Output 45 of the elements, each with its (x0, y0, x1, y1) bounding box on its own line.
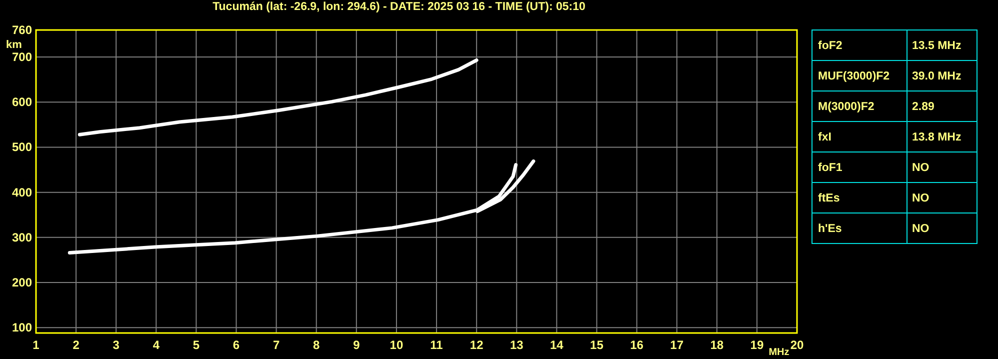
y-tick-label: 600 (12, 95, 32, 110)
category-label: foF1 (818, 162, 843, 174)
text: 2.89 (912, 101, 934, 113)
x-tick-label: 3 (112, 338, 120, 352)
x-tick-label: 9 (353, 338, 360, 352)
x-tick-label: 11 (430, 338, 444, 352)
x-tick-label: 8 (313, 338, 320, 352)
x-tick-label: 7 (272, 338, 280, 352)
text: 39.0 MHz (912, 70, 962, 82)
text: NO (912, 192, 930, 204)
y-tick-label: 200 (12, 276, 32, 290)
y-axis-title: km (6, 39, 22, 51)
y-tick-label: 400 (12, 185, 32, 200)
x-tick-label: 2 (72, 338, 80, 352)
chart-title: Tucumán (lat: -26.9, lon: 294.6) - DATE: 2025 03 16 - TIME (UT): 05:10 (212, 1, 586, 13)
x-tick-label: 5 (192, 338, 200, 352)
text: 13.5 MHz (912, 40, 962, 52)
x-tick-label: 15 (590, 338, 604, 352)
y-tick-label: 500 (12, 140, 32, 154)
x-tick-label: 16 (630, 338, 644, 352)
x-tick-label: 13 (510, 338, 524, 352)
text: NO (912, 223, 930, 235)
x-axis-title: MHz (768, 347, 790, 358)
y-tick-label: 760 (12, 23, 32, 37)
category-label: fxI (818, 132, 832, 144)
x-tick-label: 6 (232, 338, 240, 352)
x-tick-label: 12 (470, 338, 484, 352)
x-tick-label: 19 (750, 338, 764, 352)
x-tick-label: 1 (32, 338, 40, 352)
y-tick-label: 300 (12, 230, 32, 244)
x-tick-label: 20 (790, 338, 804, 352)
text: 13.8 MHz (912, 132, 962, 144)
x-tick-label: 17 (670, 338, 684, 352)
x-tick-label: 18 (710, 338, 724, 352)
y-tick-label: 100 (12, 320, 32, 335)
category-label: MUF(3000)F2 (818, 70, 890, 82)
category-label: h'Es (818, 223, 842, 235)
category-label: ftEs (818, 192, 840, 204)
text: NO (912, 162, 930, 174)
y-tick-label: 700 (12, 50, 32, 64)
x-tick-label: 4 (152, 338, 160, 352)
category-label: M(3000)F2 (818, 101, 874, 113)
x-tick-label: 10 (390, 338, 404, 352)
x-tick-label: 14 (550, 338, 564, 352)
category-label: foF2 (818, 40, 842, 52)
